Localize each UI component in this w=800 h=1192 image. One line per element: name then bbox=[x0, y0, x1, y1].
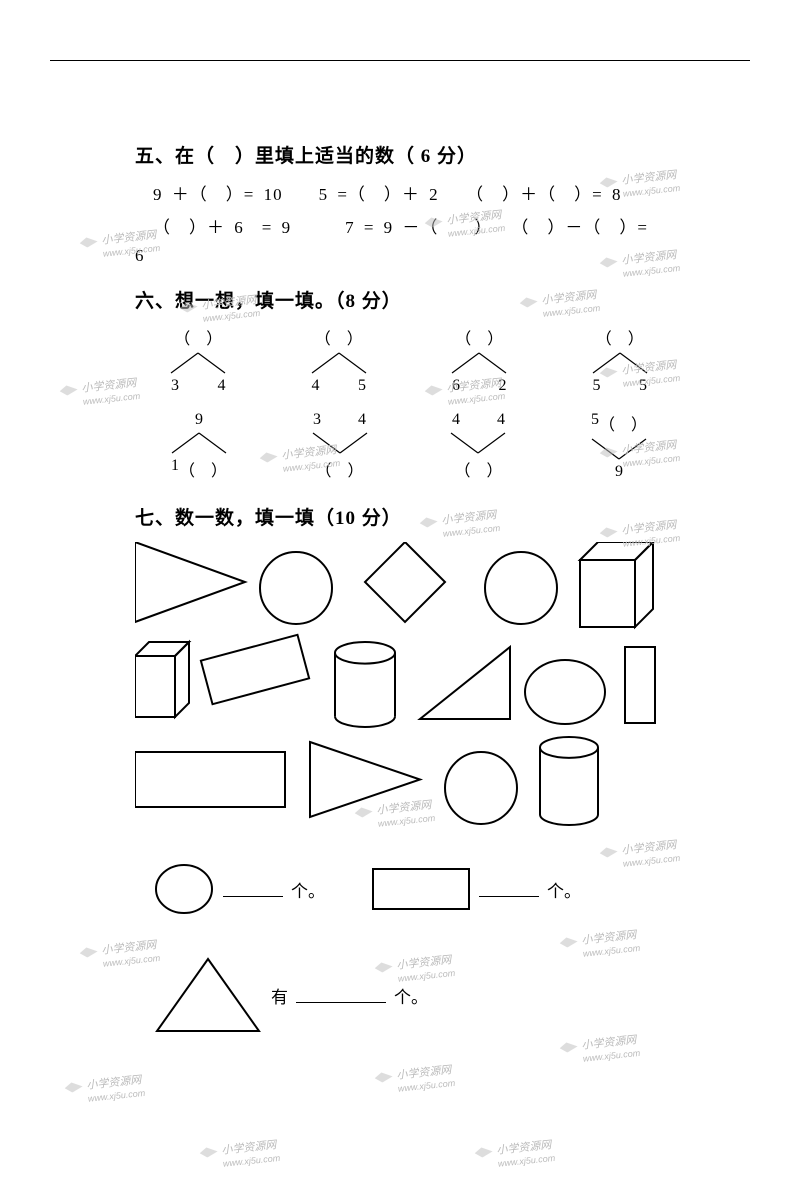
unit-label: 个。 bbox=[291, 877, 325, 902]
number-bond: 91（ ） bbox=[153, 411, 245, 481]
number-bond: （ ）62 bbox=[434, 325, 525, 395]
number-bond: 44（ ） bbox=[434, 411, 523, 481]
number-bond: 34（ ） bbox=[295, 411, 384, 481]
rect-icon bbox=[371, 867, 471, 911]
number-bond-row-2: 91（ ） 34（ ） 44（ ） 5（ ）9 bbox=[153, 411, 665, 481]
unit-label: 个。 bbox=[547, 877, 581, 902]
worksheet-page: 五、在（ ）里填上适当的数（ 6 分） 9 ＋（ ）= 10 5 =（ ）＋ 2… bbox=[50, 60, 750, 1105]
section5-row2: （ ）＋ 6 = 9 7 = 9 －（ ） （ ）－（ ）= bbox=[153, 213, 665, 238]
number-bond-row-1: （ ）34 （ ）45 （ ）62 （ ）55 bbox=[153, 325, 665, 395]
section5-trailing: 6 bbox=[135, 246, 665, 266]
number-bond: 5（ ）9 bbox=[573, 411, 665, 481]
section5-title: 五、在（ ）里填上适当的数（ 6 分） bbox=[135, 141, 665, 168]
section7-title: 七、数一数，填一填（10 分） bbox=[135, 503, 665, 530]
number-bond: （ ）34 bbox=[153, 325, 244, 395]
answer-row-circle: 个。 个。 bbox=[153, 863, 665, 915]
watermark: 小学资源网www.xj5u.com bbox=[199, 1136, 281, 1172]
unit-label: 个。 bbox=[394, 983, 428, 1008]
prefix-label: 有 bbox=[271, 983, 288, 1008]
circle-icon bbox=[153, 863, 215, 915]
shapes-pool bbox=[135, 542, 665, 847]
section6-title: 六、想一想，填一填。（8 分） bbox=[135, 286, 665, 313]
blank-circle[interactable] bbox=[223, 881, 283, 897]
answer-row-triangle: 有 个。 bbox=[153, 955, 665, 1035]
watermark: 小学资源网www.xj5u.com bbox=[474, 1136, 556, 1172]
shapes-svg bbox=[135, 542, 695, 842]
blank-triangle[interactable] bbox=[296, 987, 386, 1003]
blank-rect[interactable] bbox=[479, 881, 539, 897]
number-bond: （ ）55 bbox=[575, 325, 666, 395]
number-bond: （ ）45 bbox=[294, 325, 385, 395]
triangle-icon bbox=[153, 955, 263, 1035]
section5-row1: 9 ＋（ ）= 10 5 =（ ）＋ 2 （ ）＋（ ）= 8 bbox=[153, 180, 665, 205]
